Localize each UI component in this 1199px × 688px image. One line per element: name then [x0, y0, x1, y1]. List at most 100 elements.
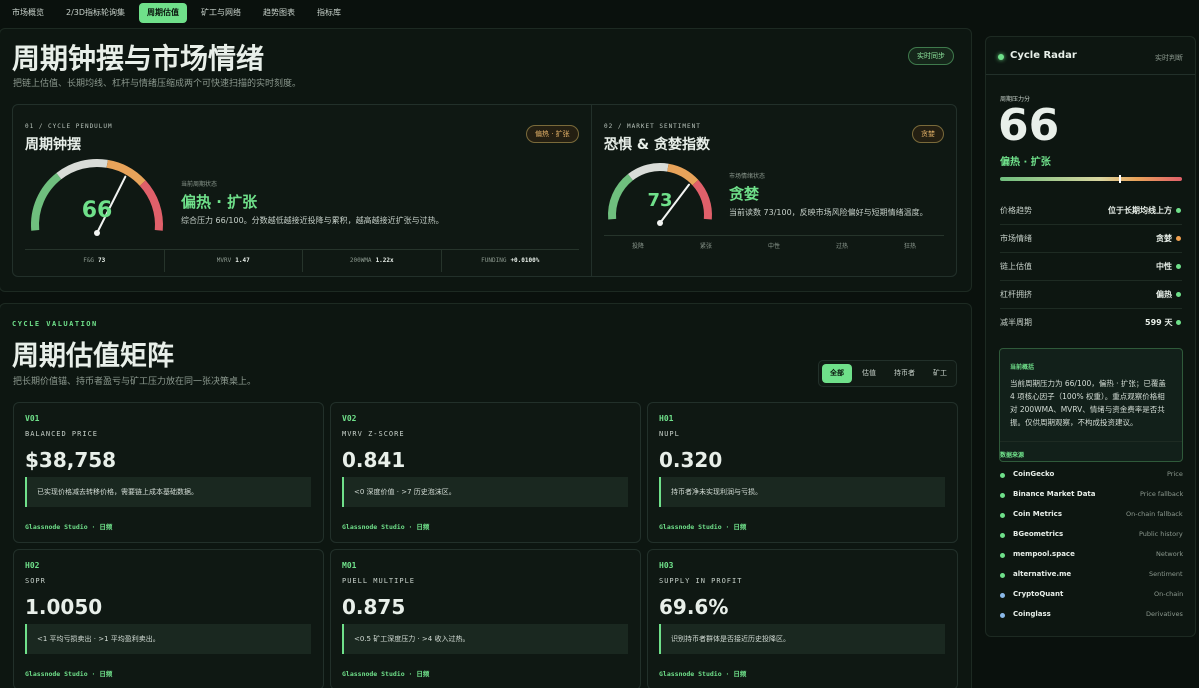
scale-label: 狂热	[903, 243, 916, 250]
card-eyebrow: 02 / MARKET SENTIMENT	[604, 123, 701, 130]
metric-description: 识别持币者群体是否接近历史投降区。	[659, 624, 945, 654]
gauge-pivot	[94, 230, 100, 236]
nav-tab[interactable]: 指标库	[317, 8, 341, 17]
section-title: 周期估值矩阵	[12, 341, 174, 372]
metric-source: Glassnode Studio · 日频	[25, 523, 113, 531]
hero-subtitle: 把链上估值、长期均线、杠杆与情绪压缩成两个可快速扫描的实时刻度。	[13, 79, 302, 89]
gauge-segment	[627, 163, 669, 181]
row-divider	[1000, 224, 1182, 225]
source-dot	[1000, 553, 1005, 558]
row-label: 杠杆拥挤	[1000, 290, 1032, 299]
metric-value: 1.22x	[375, 257, 394, 264]
source-dot	[1000, 613, 1005, 618]
metric-description: <0 深度价值 · >7 历史泡沫区。	[342, 477, 628, 507]
metric-description: <1 平均亏损卖出 · >1 平均盈利卖出。	[25, 624, 311, 654]
metric-description: <0.5 矿工深度压力 · >4 收入过热。	[342, 624, 628, 654]
metric-value: 0.320	[659, 448, 723, 472]
header-divider	[986, 74, 1195, 75]
filter-tab[interactable]: 持币者	[894, 369, 915, 377]
metric-name: SUPPLY IN PROFIT	[659, 577, 743, 585]
source-dot	[1000, 493, 1005, 498]
state-label: 市场情绪状态	[729, 173, 766, 180]
sentiment-card: 02 / MARKET SENTIMENT 恐惧 & 贪婪指数 贪婪 市场情绪状态 贪婪…	[591, 104, 957, 277]
metric-label: F&G	[83, 257, 95, 264]
state-value: 贪婪	[729, 185, 760, 203]
scale-label: 过热	[835, 243, 848, 250]
radar-title: Cycle Radar	[1010, 50, 1077, 61]
gauge-segment	[31, 172, 62, 231]
row-dot	[1176, 236, 1181, 241]
gauge-value: 66	[82, 198, 113, 223]
metric-cell: MVRV 1.47	[163, 250, 303, 272]
metric-source: Glassnode Studio · 日频	[342, 670, 430, 678]
metric-card: V01 BALANCED PRICE $38,758 已实现价格减去转移价格，需要链上…	[13, 402, 324, 543]
nav-tab[interactable]: 2/3D指标轮询集	[66, 8, 126, 17]
metric-source: Glassnode Studio · 日频	[659, 523, 747, 531]
score-marker	[1119, 175, 1122, 183]
source-dot	[1000, 533, 1005, 538]
nav-tab[interactable]: 周期估值	[139, 3, 187, 23]
gauge: 66	[31, 159, 163, 236]
scale-label: 中性	[767, 243, 780, 250]
gauge-pivot	[657, 220, 663, 226]
metric-source: Glassnode Studio · 日频	[659, 670, 747, 678]
gauge-needle	[659, 183, 691, 224]
source-name: BGeometrics	[1013, 530, 1064, 538]
gauge-needle	[96, 175, 127, 234]
source-name: alternative.me	[1013, 570, 1072, 578]
summary-box: 当前概括 当前周期压力为 66/100，偏热 · 扩张；已覆盖 4 项核心因子（1…	[999, 348, 1183, 462]
filter-tab[interactable]: 矿工	[933, 369, 947, 377]
metric-cell: 200WMA 1.22x	[302, 250, 441, 272]
gauge-segment	[667, 163, 699, 186]
source-type: Network	[1156, 550, 1184, 558]
metric-cell: FUNDING +0.0100%	[440, 250, 580, 272]
source-name: Binance Market Data	[1013, 490, 1096, 498]
source-dot	[1000, 473, 1005, 478]
nav-tab[interactable]: 市场概览	[12, 8, 44, 17]
metric-name: PUELL MULTIPLE	[342, 577, 416, 585]
radar-status: 实时判断	[1155, 54, 1183, 62]
metric-value: 73	[98, 257, 106, 264]
source-type: Public history	[1139, 530, 1183, 538]
metric-value: 0.875	[342, 595, 406, 619]
state-badge: 贪婪	[912, 125, 944, 143]
metric-card: M01 PUELL MULTIPLE 0.875 <0.5 矿工深度压力 · >4 收…	[330, 549, 641, 688]
metrics-divider	[25, 249, 579, 250]
row-divider	[1000, 308, 1182, 309]
radar-panel: Cycle Radar 实时判断 周期压力分 66 偏热 · 扩张 价格趋势 位于长期均线上…	[985, 36, 1196, 637]
source-type: Price	[1167, 470, 1183, 478]
metric-card: H02 SOPR 1.0050 <1 平均亏损卖出 · >1 平均盈利卖出。 Glass…	[13, 549, 324, 688]
gauge-segment	[106, 159, 146, 186]
nav-tab[interactable]: 趋势图表	[263, 8, 295, 17]
metric-code: H01	[659, 414, 674, 423]
row-divider	[1000, 252, 1182, 253]
metric-source: Glassnode Studio · 日频	[25, 670, 113, 678]
status-dot	[998, 54, 1004, 60]
section-eyebrow: CYCLE VALUATION	[12, 320, 98, 328]
metric-value: 69.6%	[659, 595, 729, 619]
metric-code: V02	[342, 414, 357, 423]
nav-tab[interactable]: 矿工与网络	[201, 8, 241, 17]
gauge-segment	[56, 159, 108, 180]
hero-panel: 周期钟摆与市场情绪 把链上估值、长期均线、杠杆与情绪压缩成两个可快速扫描的实时刻…	[0, 28, 972, 292]
row-label: 价格趋势	[1000, 206, 1032, 215]
filter-tab[interactable]: 全部	[822, 364, 852, 383]
metric-code: V01	[25, 414, 40, 423]
source-dot	[1000, 593, 1005, 598]
gauge-segment	[139, 180, 163, 231]
sources-title: 数据来源	[1000, 452, 1025, 459]
score-bar	[1000, 175, 1182, 183]
valuation-panel: CYCLE VALUATION 周期估值矩阵 把长期价值锚、持币者盈亏与矿工压力放在…	[0, 303, 972, 688]
source-dot	[1000, 513, 1005, 518]
row-value: 599 天	[1145, 318, 1173, 327]
score-value: 66	[998, 100, 1060, 151]
gauge-segment	[608, 174, 634, 220]
metric-description: 已实现价格减去转移价格，需要链上成本基础数据。	[25, 477, 311, 507]
row-label: 市场情绪	[1000, 234, 1032, 243]
row-value: 中性	[1156, 262, 1172, 271]
source-type: Price fallback	[1140, 490, 1184, 498]
metric-name: SOPR	[25, 577, 46, 585]
filter-tab[interactable]: 估值	[862, 369, 876, 377]
